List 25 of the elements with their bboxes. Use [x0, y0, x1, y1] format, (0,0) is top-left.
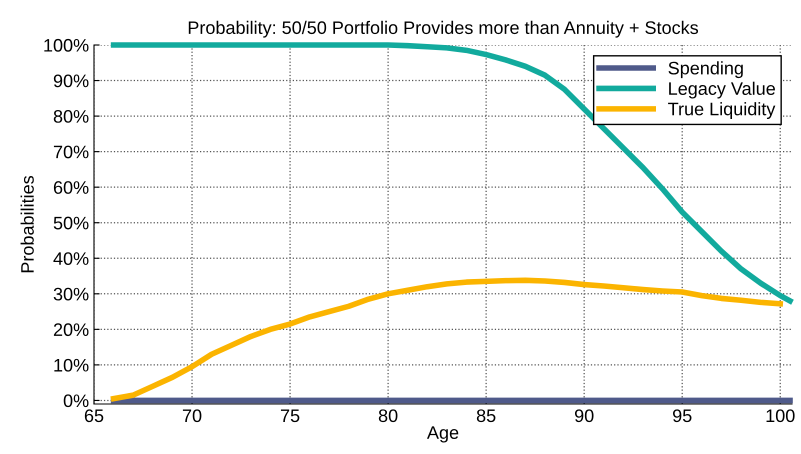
legend-label: Legacy Value — [669, 82, 775, 99]
x-tick-label: 75 — [280, 410, 300, 422]
x-axis-title: Age — [426, 426, 458, 443]
y-tick-label: 40% — [53, 252, 88, 265]
chart-title: Probability: 50/50 Portfolio Provides more than Annuity + Stocks — [188, 20, 698, 38]
y-tick-label: 80% — [54, 110, 88, 123]
y-tick-label: 60% — [54, 181, 88, 194]
x-tick-label: 100 — [766, 409, 795, 422]
y-tick-label: 90% — [54, 74, 88, 88]
x-tick-label: 90 — [574, 409, 594, 422]
y-tick-label: 50% — [54, 216, 88, 230]
x-tick-label: 80 — [378, 409, 398, 422]
y-axis-title: Probabilities — [20, 176, 34, 272]
legend-label: Spending — [668, 61, 743, 78]
x-tick-label: 65 — [84, 409, 104, 422]
x-tick-label: 85 — [476, 409, 496, 422]
legend-label: True Liquidity — [668, 102, 776, 119]
y-tick-label: 70% — [54, 146, 88, 158]
y-tick-label: 0% — [64, 394, 88, 408]
y-tick-label: 100% — [44, 38, 88, 52]
y-tick-label: 30% — [54, 288, 88, 301]
y-tick-label: 10% — [54, 358, 88, 372]
y-tick-label: 20% — [54, 323, 88, 336]
x-tick-label: 95 — [673, 409, 692, 422]
x-tick-label: 70 — [182, 409, 202, 422]
